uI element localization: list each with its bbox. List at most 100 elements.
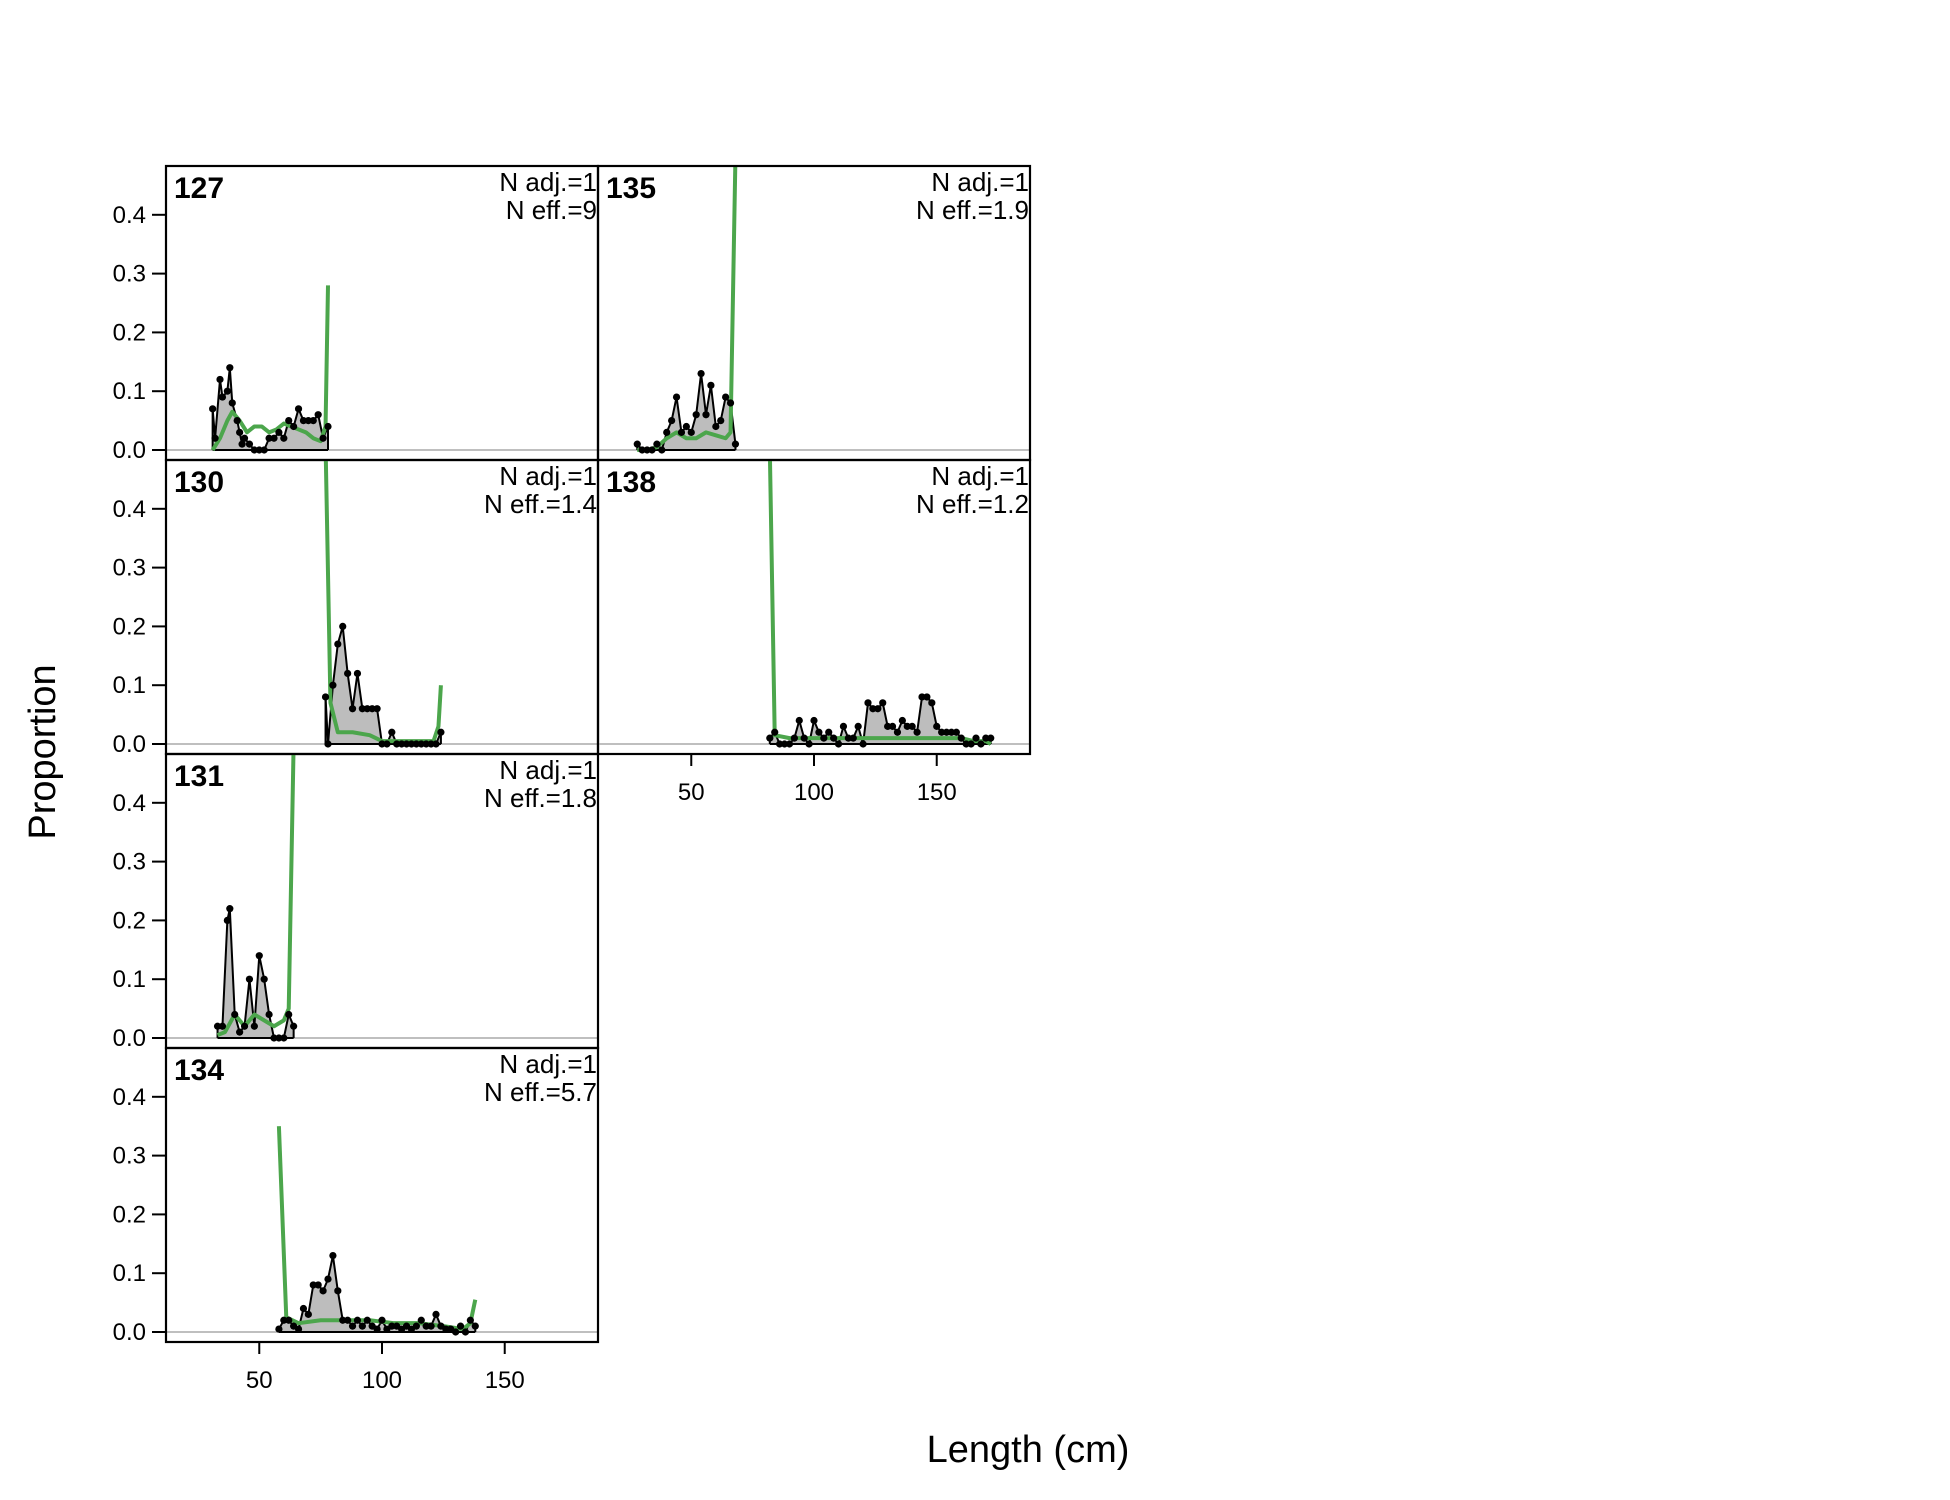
y-tick-label: 0.0: [113, 437, 146, 464]
x-axes-group: 50 100 150 50 100 150: [246, 754, 957, 1394]
y-tick-label: 0.2: [113, 1201, 146, 1228]
observed-point: [864, 699, 872, 707]
observed-point: [874, 705, 882, 713]
observed-point: [344, 1316, 352, 1324]
observed-point: [223, 387, 231, 395]
observed-point: [280, 1034, 288, 1042]
y-tick-label: 0.3: [113, 555, 146, 582]
observed-point: [893, 728, 902, 736]
observed-point: [456, 1322, 465, 1330]
panel-id-label: 127: [174, 172, 224, 205]
observed-point: [707, 381, 715, 389]
observed-point: [717, 417, 725, 425]
panel-plot-area: [166, 285, 598, 454]
observed-point: [672, 393, 681, 401]
y-axes-group: 0.0 0.1 0.2 0.3 0.4 0.0 0.1 0.2 0.3 0.4 0.0 0.1 0.2 0…: [113, 202, 167, 1346]
observed-point: [653, 440, 661, 448]
observed-point: [348, 705, 357, 713]
observed-point: [353, 1316, 362, 1324]
observed-area: [278, 1255, 476, 1333]
panel-plot-area: [598, 166, 1030, 454]
panel-plot-area: [166, 460, 598, 748]
n-adj-label: N adj.=1: [931, 167, 1029, 197]
y-tick-label: 0.3: [113, 849, 146, 876]
observed-point: [358, 1322, 366, 1330]
observed-point: [967, 740, 975, 748]
observed-point: [218, 393, 227, 401]
observed-point: [216, 375, 224, 384]
observed-point: [309, 417, 317, 425]
panel-131: 131 N adj.=1N eff.=1.8: [164, 752, 600, 1050]
x-tick-label: 100: [794, 779, 834, 806]
observed-point: [731, 440, 740, 448]
observed-point: [388, 728, 396, 736]
observed-point: [233, 417, 241, 425]
y-tick-label: 0.1: [113, 966, 146, 993]
observed-point: [820, 734, 828, 742]
observed-point: [800, 734, 808, 742]
observed-point: [471, 1322, 479, 1330]
observed-point: [299, 1304, 308, 1313]
observed-point: [209, 405, 217, 413]
expected-line: [210, 285, 330, 452]
observed-point: [348, 1322, 357, 1330]
observed-point: [692, 411, 700, 419]
y-tick-label: 0.3: [113, 261, 146, 288]
observed-point: [373, 705, 381, 713]
expected-line: [637, 166, 738, 453]
observed-point: [324, 422, 332, 431]
x-tick-label: 150: [917, 779, 957, 806]
observed-point: [452, 1328, 460, 1336]
observed-point: [854, 722, 862, 730]
observed-point: [933, 722, 941, 730]
observed-point: [260, 446, 268, 454]
observed-point: [339, 622, 347, 631]
observed-point: [231, 1010, 239, 1019]
y-tick-label: 0.1: [113, 1260, 146, 1287]
observed-point: [849, 734, 857, 742]
y-tick-label: 0.1: [113, 672, 146, 699]
panel-plot-area: [166, 1126, 598, 1336]
observed-point: [417, 1316, 425, 1324]
observed-point: [830, 734, 838, 742]
observed-point: [834, 740, 843, 748]
observed-point: [957, 734, 965, 742]
observed-point: [240, 1022, 249, 1030]
observed-point: [879, 699, 887, 707]
n-eff-label: N eff.=1.4: [484, 489, 597, 519]
observed-point: [329, 1251, 337, 1260]
observed-point: [294, 405, 303, 413]
observed-point: [236, 1028, 244, 1036]
observed-point: [324, 1275, 332, 1283]
n-eff-label: N eff.=1.2: [916, 489, 1029, 519]
observed-point: [898, 716, 906, 725]
observed-point: [378, 1316, 386, 1324]
n-eff-label: N eff.=9: [506, 195, 597, 225]
n-adj-label: N adj.=1: [931, 461, 1029, 491]
panel-id-label: 131: [174, 760, 224, 793]
observed-point: [682, 422, 690, 431]
observed-point: [987, 734, 995, 742]
y-tick-label: 0.2: [113, 613, 146, 640]
observed-point: [702, 411, 710, 419]
observed-point: [633, 440, 641, 448]
observed-point: [304, 1310, 312, 1318]
observed-point: [211, 434, 219, 442]
observed-point: [466, 1316, 474, 1324]
y-tick-label: 0.0: [113, 1319, 146, 1346]
y-tick-label: 0.4: [113, 1084, 146, 1111]
observed-point: [432, 740, 440, 748]
observed-point: [275, 1325, 283, 1333]
observed-point: [383, 740, 391, 748]
observed-point: [810, 716, 818, 725]
y-tick-label: 0.2: [113, 319, 146, 346]
panel-127: 127 N adj.=1N eff.=9: [164, 164, 600, 462]
observed-point: [825, 728, 833, 736]
observed-point: [461, 1328, 470, 1336]
panel-id-label: 135: [606, 172, 656, 205]
observed-point: [766, 734, 774, 742]
observed-point: [285, 1316, 293, 1324]
observed-point: [432, 1310, 440, 1318]
n-adj-label: N adj.=1: [499, 1049, 597, 1079]
